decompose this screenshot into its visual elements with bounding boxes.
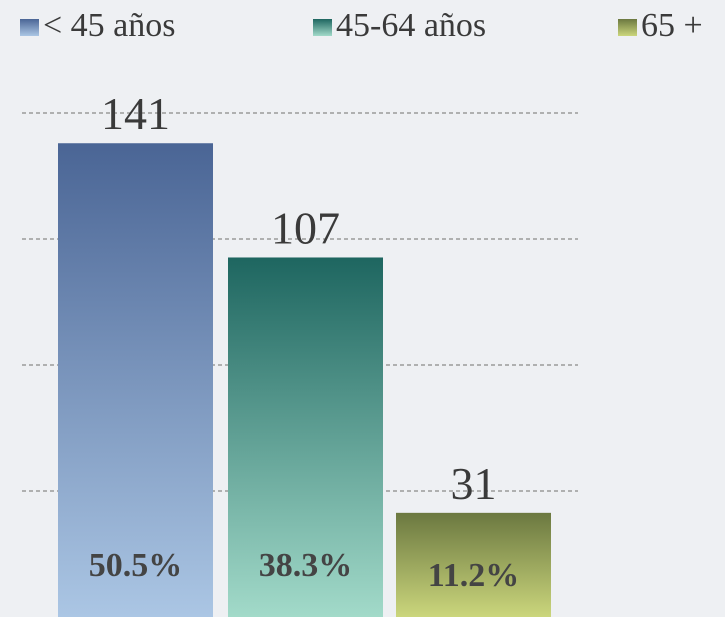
value-label: 31: [451, 458, 497, 509]
bar: [228, 257, 383, 617]
value-label: 141: [101, 88, 170, 139]
legend-label: 65 +: [641, 7, 703, 44]
legend-label: 45-64 años: [336, 7, 486, 44]
bar: [396, 512, 551, 617]
bar: [58, 143, 213, 617]
share-label: 38.3%: [259, 547, 353, 584]
legend-swatch: [618, 19, 637, 36]
legend-swatch: [313, 19, 332, 36]
value-label: 107: [271, 202, 340, 253]
legend-swatch: [20, 19, 39, 36]
legend-label: < 45 años: [43, 7, 176, 44]
share-label: 11.2%: [428, 557, 520, 594]
share-label: 50.5%: [89, 547, 183, 584]
